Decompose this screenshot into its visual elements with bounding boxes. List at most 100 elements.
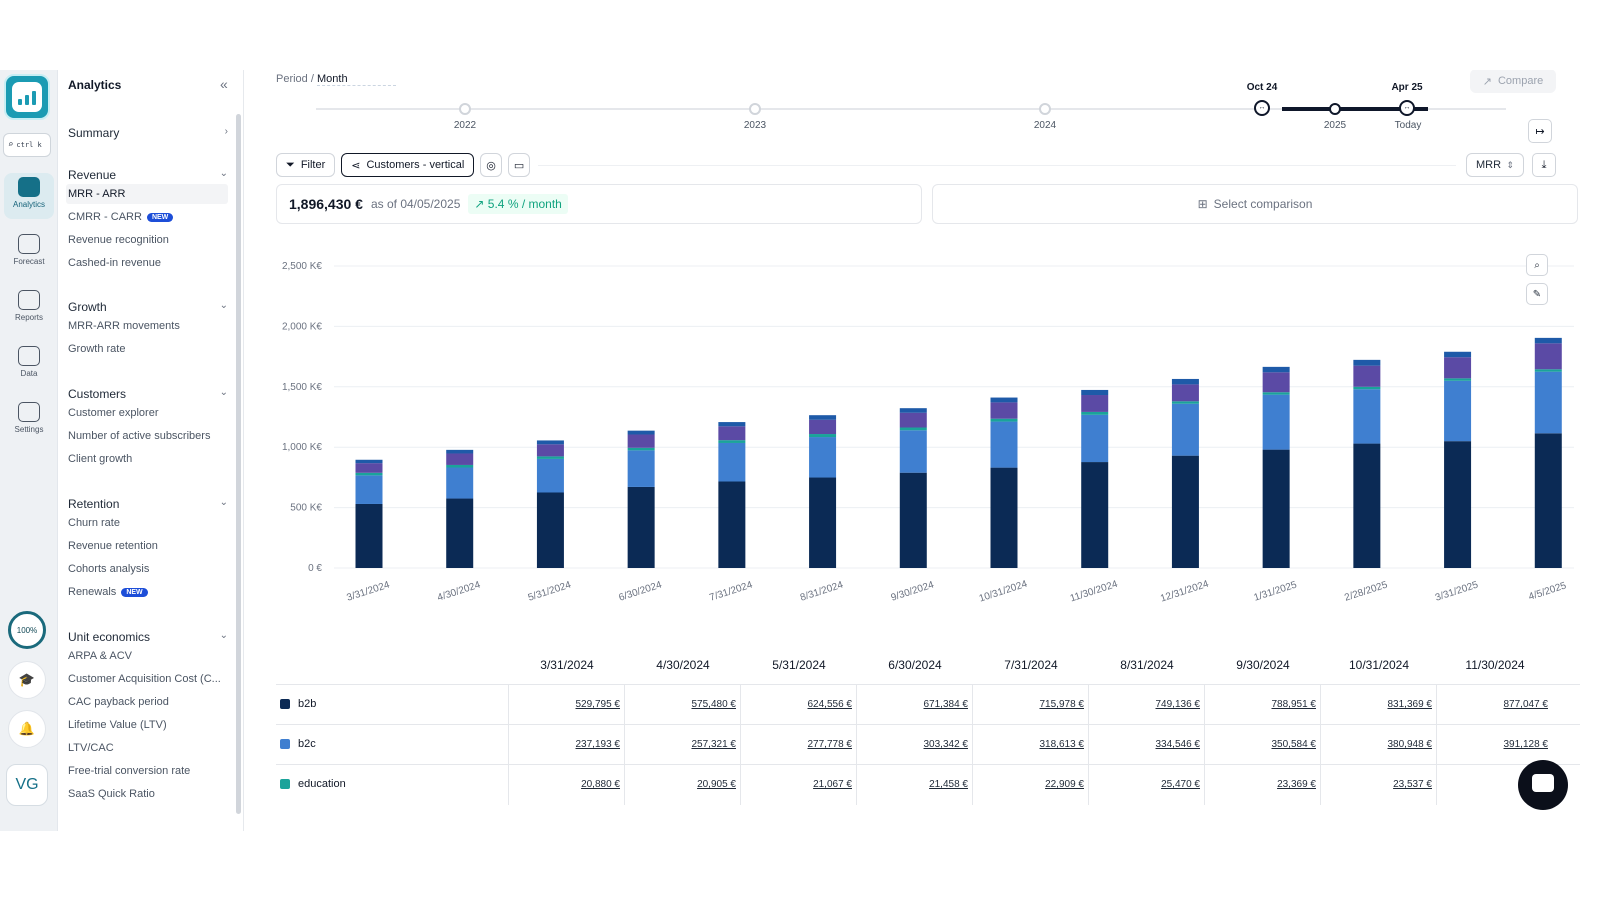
table-cell[interactable]: 624,556 €: [740, 685, 858, 725]
bar-segment[interactable]: [1081, 389, 1109, 396]
column-header[interactable]: 3/31/2024: [540, 658, 594, 672]
nav-item[interactable]: Client growth: [68, 449, 228, 469]
timeline-track[interactable]: [316, 108, 1506, 110]
bar-segment[interactable]: [1444, 357, 1472, 379]
bar-segment[interactable]: [1534, 369, 1562, 372]
select-comparison-box[interactable]: ⊞ Select comparison: [932, 184, 1578, 224]
nav-item[interactable]: Customer Acquisition Cost (C...: [68, 669, 228, 689]
chat-button[interactable]: [1518, 760, 1568, 810]
table-cell[interactable]: 22,909 €: [972, 765, 1090, 805]
target-button[interactable]: ◎: [480, 153, 502, 177]
column-header[interactable]: 10/31/2024: [1348, 658, 1410, 672]
bar-segment[interactable]: [809, 477, 837, 568]
bar-segment[interactable]: [718, 481, 746, 568]
table-cell[interactable]: 318,613 €: [972, 725, 1090, 765]
column-header[interactable]: 11/30/2024: [1465, 658, 1525, 672]
bar-segment[interactable]: [718, 426, 746, 441]
bar-segment[interactable]: [1353, 365, 1381, 387]
bar-segment[interactable]: [627, 486, 655, 568]
table-cell[interactable]: 23,369 €: [1204, 765, 1322, 805]
presentation-button[interactable]: ▭: [507, 153, 531, 177]
rail-reports[interactable]: Reports: [4, 286, 54, 332]
table-cell[interactable]: 671,384 €: [856, 685, 974, 725]
bar-segment[interactable]: [1171, 403, 1199, 456]
timeline-dot-2024[interactable]: [1039, 103, 1051, 115]
bar-segment[interactable]: [899, 408, 927, 413]
bar-segment[interactable]: [536, 440, 564, 445]
nav-item[interactable]: CAC payback period: [68, 692, 228, 712]
bar-segment[interactable]: [536, 444, 564, 457]
nav-item[interactable]: Renewals NEW: [68, 582, 228, 602]
notifications-button[interactable]: 🔔: [8, 710, 46, 748]
table-cell[interactable]: 303,342 €: [856, 725, 974, 765]
table-cell[interactable]: 877,047 €: [1436, 685, 1554, 725]
table-cell[interactable]: 21,458 €: [856, 765, 974, 805]
timeline-dot-2025[interactable]: [1329, 103, 1341, 115]
bar-segment[interactable]: [446, 453, 474, 465]
bar-segment[interactable]: [1444, 351, 1472, 358]
rail-data[interactable]: Data: [4, 342, 54, 388]
range-end-handle[interactable]: ↔: [1399, 100, 1415, 116]
nav-item[interactable]: Cohorts analysis: [68, 559, 228, 579]
bar-segment[interactable]: [1353, 443, 1381, 568]
table-cell[interactable]: 575,480 €: [624, 685, 742, 725]
nav-item[interactable]: LTV/CAC: [68, 738, 228, 758]
metric-select[interactable]: MRR ⇕: [1466, 153, 1524, 177]
nav-section-revenue[interactable]: Revenue ⌄: [68, 168, 228, 182]
bar-segment[interactable]: [809, 419, 837, 435]
bar-segment[interactable]: [1081, 411, 1109, 415]
bar-segment[interactable]: [1081, 414, 1109, 463]
nav-item[interactable]: Growth rate: [68, 339, 228, 359]
nav-item[interactable]: MRR - ARR: [66, 184, 228, 204]
bar-segment[interactable]: [899, 412, 927, 428]
bar-segment[interactable]: [446, 464, 474, 468]
bar-segment[interactable]: [355, 463, 383, 473]
table-cell[interactable]: 831,369 €: [1320, 685, 1438, 725]
bar-segment[interactable]: [355, 475, 383, 504]
user-avatar[interactable]: VG: [6, 764, 48, 806]
collapse-nav-icon[interactable]: «: [220, 76, 228, 92]
bar-segment[interactable]: [1534, 337, 1562, 344]
segment-button[interactable]: ⋖ Customers - vertical: [341, 153, 475, 177]
column-header[interactable]: 4/30/2024: [656, 658, 710, 672]
bar-segment[interactable]: [1171, 384, 1199, 402]
bar-segment[interactable]: [1353, 389, 1381, 444]
bar-segment[interactable]: [1262, 366, 1290, 373]
timeline-dot-2022[interactable]: [459, 103, 471, 115]
bar-segment[interactable]: [446, 449, 474, 454]
nav-item[interactable]: ARPA & ACV: [68, 646, 228, 666]
bar-segment[interactable]: [1534, 343, 1562, 370]
timeline-selected-range[interactable]: [1282, 107, 1428, 111]
rail-analytics[interactable]: Analytics: [4, 173, 54, 219]
table-cell[interactable]: 20,905 €: [624, 765, 742, 805]
table-cell[interactable]: 23,537 €: [1320, 765, 1438, 805]
app-logo[interactable]: [4, 74, 50, 120]
bar-segment[interactable]: [899, 427, 927, 431]
column-header[interactable]: 7/31/2024: [1004, 658, 1058, 672]
table-cell[interactable]: 749,136 €: [1088, 685, 1206, 725]
bar-segment[interactable]: [627, 450, 655, 487]
bar-segment[interactable]: [990, 467, 1018, 568]
bar-segment[interactable]: [1444, 441, 1472, 568]
table-cell[interactable]: 237,193 €: [508, 725, 626, 765]
nav-item[interactable]: Number of active subscribers: [68, 426, 228, 446]
search-shortcut[interactable]: ⌕ ctrl k: [3, 133, 51, 157]
completion-progress[interactable]: 100%: [8, 611, 46, 649]
bar-segment[interactable]: [627, 434, 655, 448]
nav-item[interactable]: Revenue recognition: [68, 230, 228, 250]
column-header[interactable]: 9/30/2024: [1236, 658, 1290, 672]
table-cell[interactable]: 529,795 €: [508, 685, 626, 725]
bar-segment[interactable]: [990, 397, 1018, 403]
annotate-button[interactable]: ✎: [1526, 283, 1548, 305]
bar-segment[interactable]: [1262, 392, 1290, 395]
table-cell[interactable]: 257,321 €: [624, 725, 742, 765]
nav-item[interactable]: Revenue retention: [68, 536, 228, 556]
table-cell[interactable]: 334,546 €: [1088, 725, 1206, 765]
bar-segment[interactable]: [446, 467, 474, 499]
nav-section-customers[interactable]: Customers ⌄: [68, 387, 228, 401]
bar-segment[interactable]: [1534, 433, 1562, 568]
bar-segment[interactable]: [627, 430, 655, 435]
nav-item[interactable]: Customer explorer: [68, 403, 228, 423]
bar-segment[interactable]: [446, 498, 474, 568]
table-cell[interactable]: 350,584 €: [1204, 725, 1322, 765]
